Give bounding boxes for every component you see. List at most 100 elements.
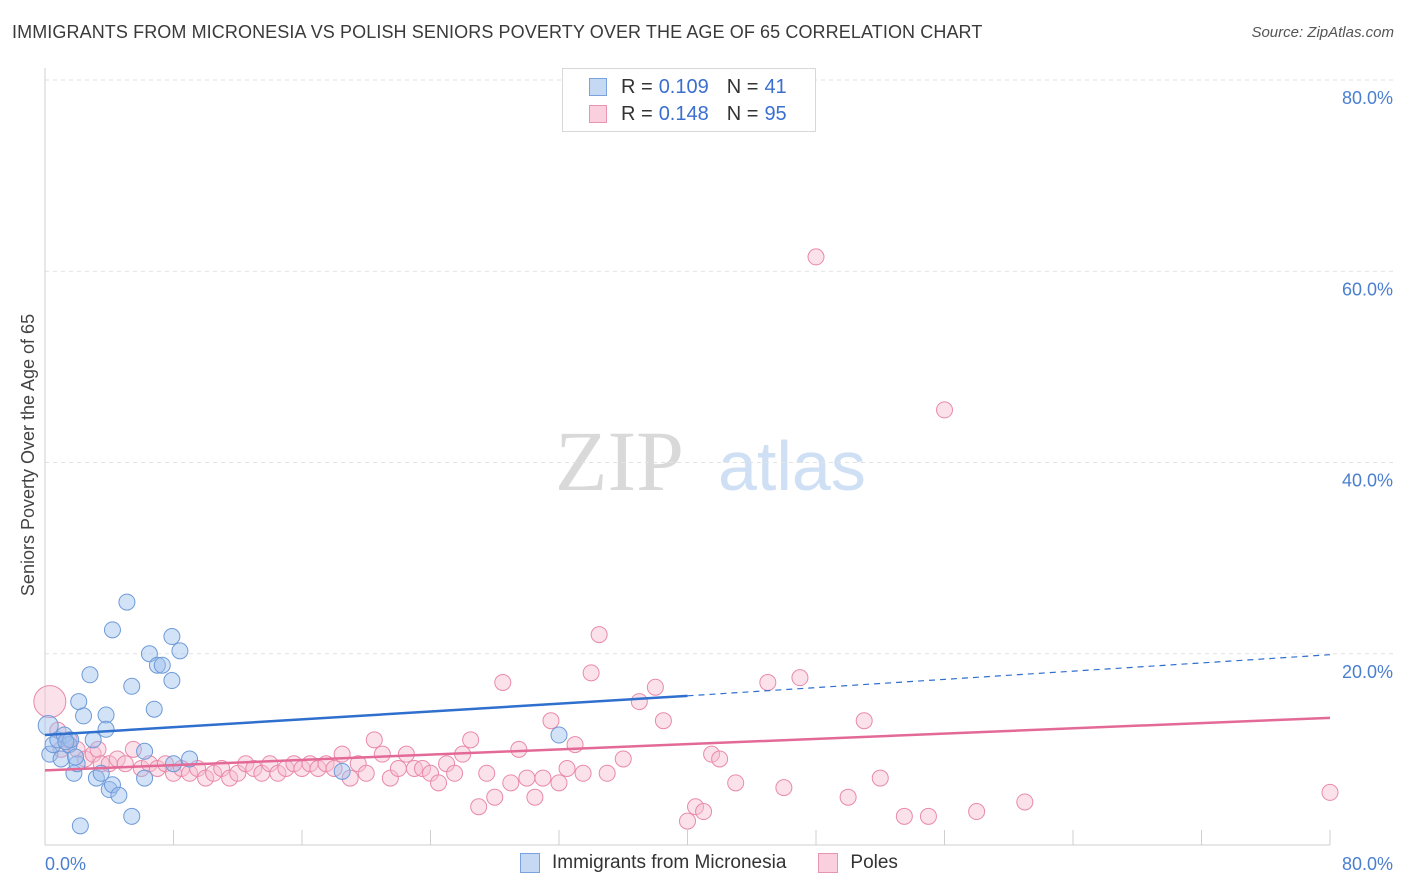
data-point xyxy=(518,769,536,787)
x-tick-label: 80.0% xyxy=(1342,854,1393,874)
data-point xyxy=(100,781,118,799)
data-point xyxy=(103,776,121,794)
source-credit: Source: ZipAtlas.com xyxy=(1251,24,1394,41)
trend-line-micronesia xyxy=(44,694,688,737)
data-point xyxy=(205,764,223,782)
data-point xyxy=(84,731,102,749)
data-point xyxy=(81,666,99,684)
data-point xyxy=(87,769,105,787)
data-point xyxy=(759,673,777,691)
data-point xyxy=(590,626,608,644)
legend-row-poles: R = 0.148 N = 95 xyxy=(589,102,787,126)
data-point xyxy=(97,706,115,724)
legend-r-value: 0.109 xyxy=(658,75,709,98)
data-point xyxy=(462,731,480,749)
data-point xyxy=(333,745,351,763)
data-point xyxy=(57,733,75,751)
data-point xyxy=(148,656,166,674)
y-tick-label: 20.0% xyxy=(1342,662,1393,682)
data-point xyxy=(1321,783,1339,801)
legend-label: Poles xyxy=(850,852,898,873)
data-point xyxy=(245,760,263,777)
data-point xyxy=(430,774,448,792)
series-legend: Immigrants from Micronesia Poles xyxy=(520,852,930,874)
y-axis-label: Seniors Poverty Over the Age of 65 xyxy=(18,314,38,596)
data-point xyxy=(510,740,528,758)
chart-title: IMMIGRANTS FROM MICRONESIA VS POLISH SEN… xyxy=(12,22,983,42)
legend-n-label: N = xyxy=(726,102,759,125)
x-tick-labels: 0.0% 80.0% xyxy=(45,854,1393,874)
data-point xyxy=(494,673,512,691)
data-point xyxy=(163,628,181,646)
data-point xyxy=(269,764,287,782)
data-point xyxy=(413,760,431,777)
data-point xyxy=(97,720,115,738)
data-point xyxy=(1016,793,1034,811)
data-point xyxy=(145,700,163,718)
data-point xyxy=(839,788,857,806)
data-point xyxy=(711,750,729,768)
legend-n-label: N = xyxy=(726,75,759,98)
data-point xyxy=(871,769,889,787)
data-point xyxy=(791,669,809,687)
data-point xyxy=(646,678,664,696)
legend-item-poles: Poles xyxy=(818,852,898,874)
data-point xyxy=(357,764,375,782)
y-tick-label: 80.0% xyxy=(1342,88,1393,108)
data-point xyxy=(116,755,134,773)
data-point xyxy=(486,788,504,806)
watermark-zip: ZIP xyxy=(555,413,684,509)
legend-item-micronesia: Immigrants from Micronesia xyxy=(520,852,786,874)
data-point xyxy=(502,774,520,792)
legend-n-value: 95 xyxy=(764,102,787,125)
data-point xyxy=(550,774,568,792)
data-point xyxy=(221,769,239,787)
data-point xyxy=(136,769,154,787)
data-point xyxy=(123,677,141,695)
data-point xyxy=(558,760,576,777)
data-point xyxy=(574,764,592,782)
data-point xyxy=(197,769,215,787)
data-point xyxy=(136,742,154,760)
data-point xyxy=(123,807,141,825)
legend-n-value: 41 xyxy=(764,75,787,98)
data-point xyxy=(855,712,873,730)
y-tick-label: 60.0% xyxy=(1342,279,1393,299)
data-point xyxy=(373,745,391,763)
data-point xyxy=(968,803,986,821)
data-point xyxy=(695,803,713,821)
data-point xyxy=(775,779,793,797)
trend-lines xyxy=(44,654,1331,772)
data-point xyxy=(687,798,705,816)
y-tick-label: 40.0% xyxy=(1342,471,1393,491)
data-point xyxy=(654,712,672,730)
legend-swatch xyxy=(818,853,839,873)
data-point xyxy=(470,798,488,816)
data-point xyxy=(550,726,568,744)
legend-swatch-poles xyxy=(589,105,607,123)
data-point xyxy=(614,750,632,768)
legend-swatch-micronesia xyxy=(589,78,607,96)
data-point xyxy=(542,712,560,730)
data-point xyxy=(118,593,136,611)
legend-r-label: R = xyxy=(621,75,653,98)
data-point xyxy=(89,740,107,758)
data-point xyxy=(33,685,67,719)
series-poles xyxy=(33,248,1339,830)
series-micronesia xyxy=(37,593,568,835)
data-point xyxy=(598,764,616,782)
data-point xyxy=(630,693,648,711)
data-point xyxy=(895,807,913,825)
correlation-legend: R = 0.109 N = 41 R = 0.148 N = 95 xyxy=(562,68,816,132)
data-point xyxy=(703,745,721,763)
data-point xyxy=(919,807,937,825)
data-point xyxy=(71,817,89,835)
data-point xyxy=(70,693,88,711)
data-point xyxy=(171,642,189,660)
x-tick-label: 0.0% xyxy=(45,854,86,874)
data-point xyxy=(389,760,407,777)
data-point xyxy=(181,750,199,768)
data-point xyxy=(727,774,745,792)
data-point xyxy=(75,707,93,725)
